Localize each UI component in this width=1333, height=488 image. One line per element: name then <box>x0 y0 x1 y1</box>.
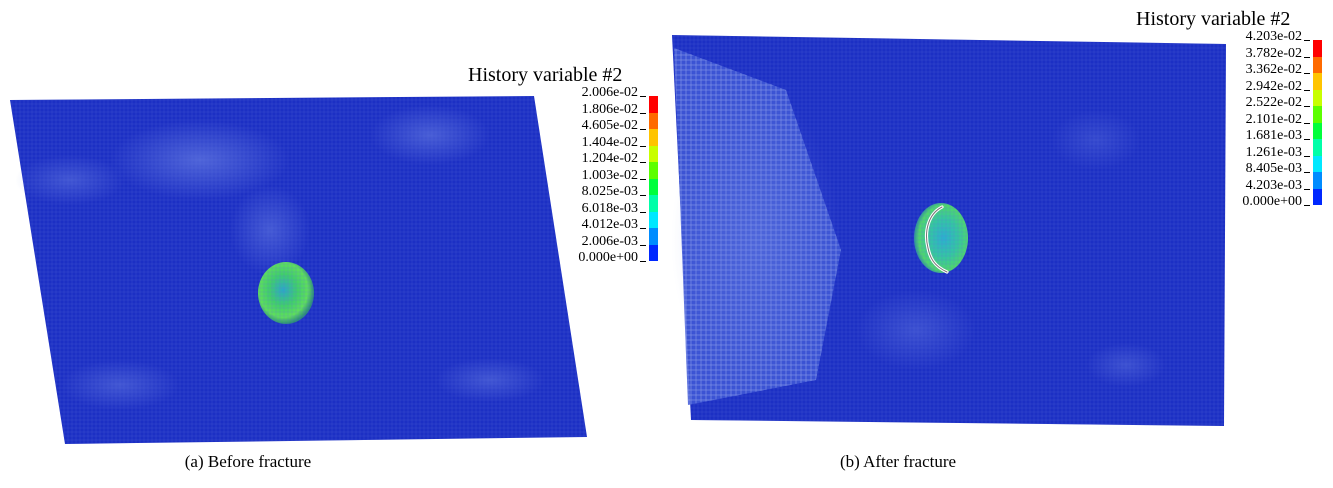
legend-color-swatch <box>1313 40 1322 57</box>
legend-tick-mark <box>640 261 646 262</box>
legend-color-swatch <box>1313 89 1322 106</box>
legend-tick-label: 1.806e-02 <box>581 101 638 117</box>
color-legend: 4.203e-02 3.782e-02 3.362e-02 2.942e-02 2.52… <box>1132 30 1322 216</box>
legend-tick-label: 1.681e-03 <box>1245 128 1302 143</box>
legend-color-swatch <box>649 145 658 162</box>
legend-tick-mark <box>1304 155 1310 157</box>
legend-tick-label: 2.006e-03 <box>581 233 638 249</box>
legend-tick-mark <box>640 195 646 196</box>
legend-tick-label: 6.018e-03 <box>581 200 638 216</box>
legend-color-swatch <box>1313 155 1322 172</box>
legend-tick-label: 0.000e+00 <box>1242 194 1302 209</box>
legend-tick-label: 1.204e-02 <box>581 151 638 166</box>
plate-mesh-after <box>671 35 1226 426</box>
legend-tick-label: 3.362e-02 <box>1245 62 1302 77</box>
figure-caption: (b) After fracture <box>839 452 957 471</box>
legend-tick-mark <box>640 211 646 213</box>
legend-tick-mark <box>640 112 646 114</box>
legend-tick-label: 3.782e-02 <box>1245 45 1302 61</box>
legend-tick-mark <box>640 162 646 163</box>
legend-tick-label: 1.261e-03 <box>1245 144 1302 160</box>
legend-tick-mark <box>1304 122 1310 124</box>
legend-tick-mark <box>640 244 646 246</box>
legend-color-swatch <box>1313 122 1322 139</box>
legend-tick-label: 8.405e-03 <box>1245 161 1302 176</box>
legend-tick-mark <box>1304 205 1310 206</box>
legend-title: History variable #2 <box>468 64 623 86</box>
legend-tick-label: 1.003e-02 <box>581 167 638 183</box>
legend-tick-mark <box>640 228 646 229</box>
legend-tick-label: 2.522e-02 <box>1245 95 1302 110</box>
legend-color-swatch <box>1313 172 1322 189</box>
legend-tick-label: 4.012e-03 <box>581 217 638 232</box>
legend-tick-mark <box>640 178 646 180</box>
legend-tick-label: 2.101e-02 <box>1245 111 1302 127</box>
legend-tick-label: 8.025e-03 <box>581 184 638 199</box>
legend-tick-label: 4.203e-02 <box>1245 29 1302 44</box>
legend-tick-mark <box>1304 172 1310 173</box>
legend-color-swatch <box>649 211 658 228</box>
legend-tick-mark <box>1304 139 1310 140</box>
legend-color-swatch <box>649 162 658 179</box>
legend-color-swatch <box>649 195 658 212</box>
legend-tick-mark <box>1304 89 1310 91</box>
legend-color-swatch <box>1313 188 1322 205</box>
panel-before-fracture: History variable #2 2.006e-02 1.806e-02 4.… <box>0 0 666 488</box>
color-legend: 2.006e-02 1.806e-02 4.605e-02 1.404e-02 1.20… <box>468 86 658 272</box>
legend-color-swatch <box>649 228 658 245</box>
legend-tick-label: 0.000e+00 <box>578 250 638 265</box>
plate-mesh-before <box>10 96 587 444</box>
legend-color-swatch <box>1313 139 1322 156</box>
legend-color-swatch <box>1313 56 1322 73</box>
legend-tick-mark <box>1304 188 1310 190</box>
legend-tick-mark <box>1304 73 1310 74</box>
legend-color-swatch <box>649 244 658 261</box>
legend-tick-mark <box>1304 106 1310 107</box>
legend-color-swatch <box>1313 73 1322 90</box>
legend-tick-label: 4.605e-02 <box>581 118 638 133</box>
legend-tick-label: 1.404e-02 <box>581 134 638 150</box>
legend-tick-mark <box>640 96 646 97</box>
legend-color-swatch <box>649 112 658 129</box>
legend-tick-label: 2.006e-02 <box>581 85 638 100</box>
legend-color-swatch <box>649 96 658 113</box>
legend-tick-mark <box>640 145 646 147</box>
legend-color-swatch <box>649 178 658 195</box>
legend-tick-mark <box>1304 56 1310 58</box>
legend-color-swatch <box>649 129 658 146</box>
figure-caption: (a) Before fracture <box>184 452 312 471</box>
legend-tick-label: 4.203e-03 <box>1245 177 1302 193</box>
legend-tick-label: 2.942e-02 <box>1245 78 1302 94</box>
legend-title: History variable #2 <box>1136 8 1291 30</box>
legend-color-swatch <box>1313 106 1322 123</box>
panel-after-fracture: History variable #2 4.203e-02 3.782e-02 3.… <box>666 0 1333 488</box>
legend-tick-mark <box>1304 40 1310 41</box>
legend-tick-mark <box>640 129 646 130</box>
